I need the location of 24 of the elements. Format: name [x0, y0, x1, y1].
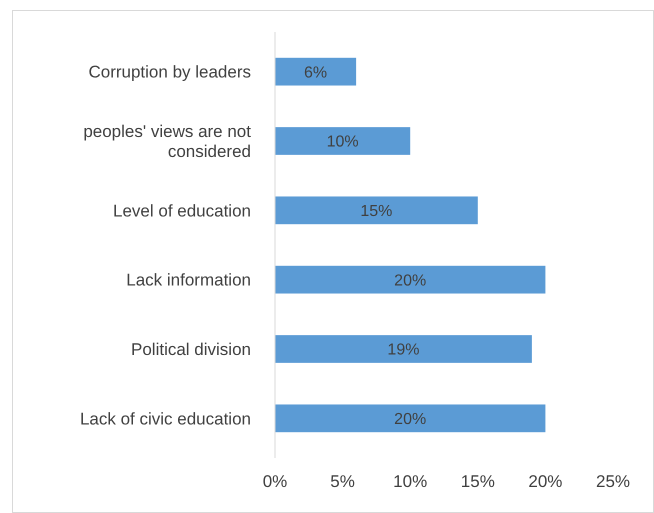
bar	[275, 196, 478, 224]
data-label: 10%	[326, 134, 359, 151]
x-tick-label: 10%	[393, 472, 428, 491]
x-tick-label: 0%	[262, 472, 288, 491]
y-tick-label: Level of education	[113, 201, 251, 220]
bar	[275, 266, 546, 294]
x-tick-label: 20%	[528, 472, 562, 491]
bar	[275, 127, 410, 155]
data-label: 20%	[394, 272, 426, 290]
y-tick-label: Lack of civic education	[80, 409, 251, 428]
x-tick-label: 15%	[460, 472, 495, 491]
bar	[275, 335, 532, 363]
y-tick-label: Political division	[131, 340, 251, 359]
data-label: 19%	[387, 342, 420, 359]
data-label: 20%	[394, 410, 426, 428]
bar	[275, 404, 546, 432]
bar	[275, 58, 356, 86]
data-label: 15%	[360, 202, 392, 220]
y-tick-label: Corruption by leaders	[88, 62, 251, 82]
y-tick-label: Lack information	[126, 270, 251, 290]
x-tick-label: 5%	[330, 472, 355, 491]
x-tick-label: 25%	[596, 472, 630, 491]
data-label: 6%	[304, 64, 328, 82]
y-tick-label: peoples' views are not considered	[83, 122, 252, 162]
